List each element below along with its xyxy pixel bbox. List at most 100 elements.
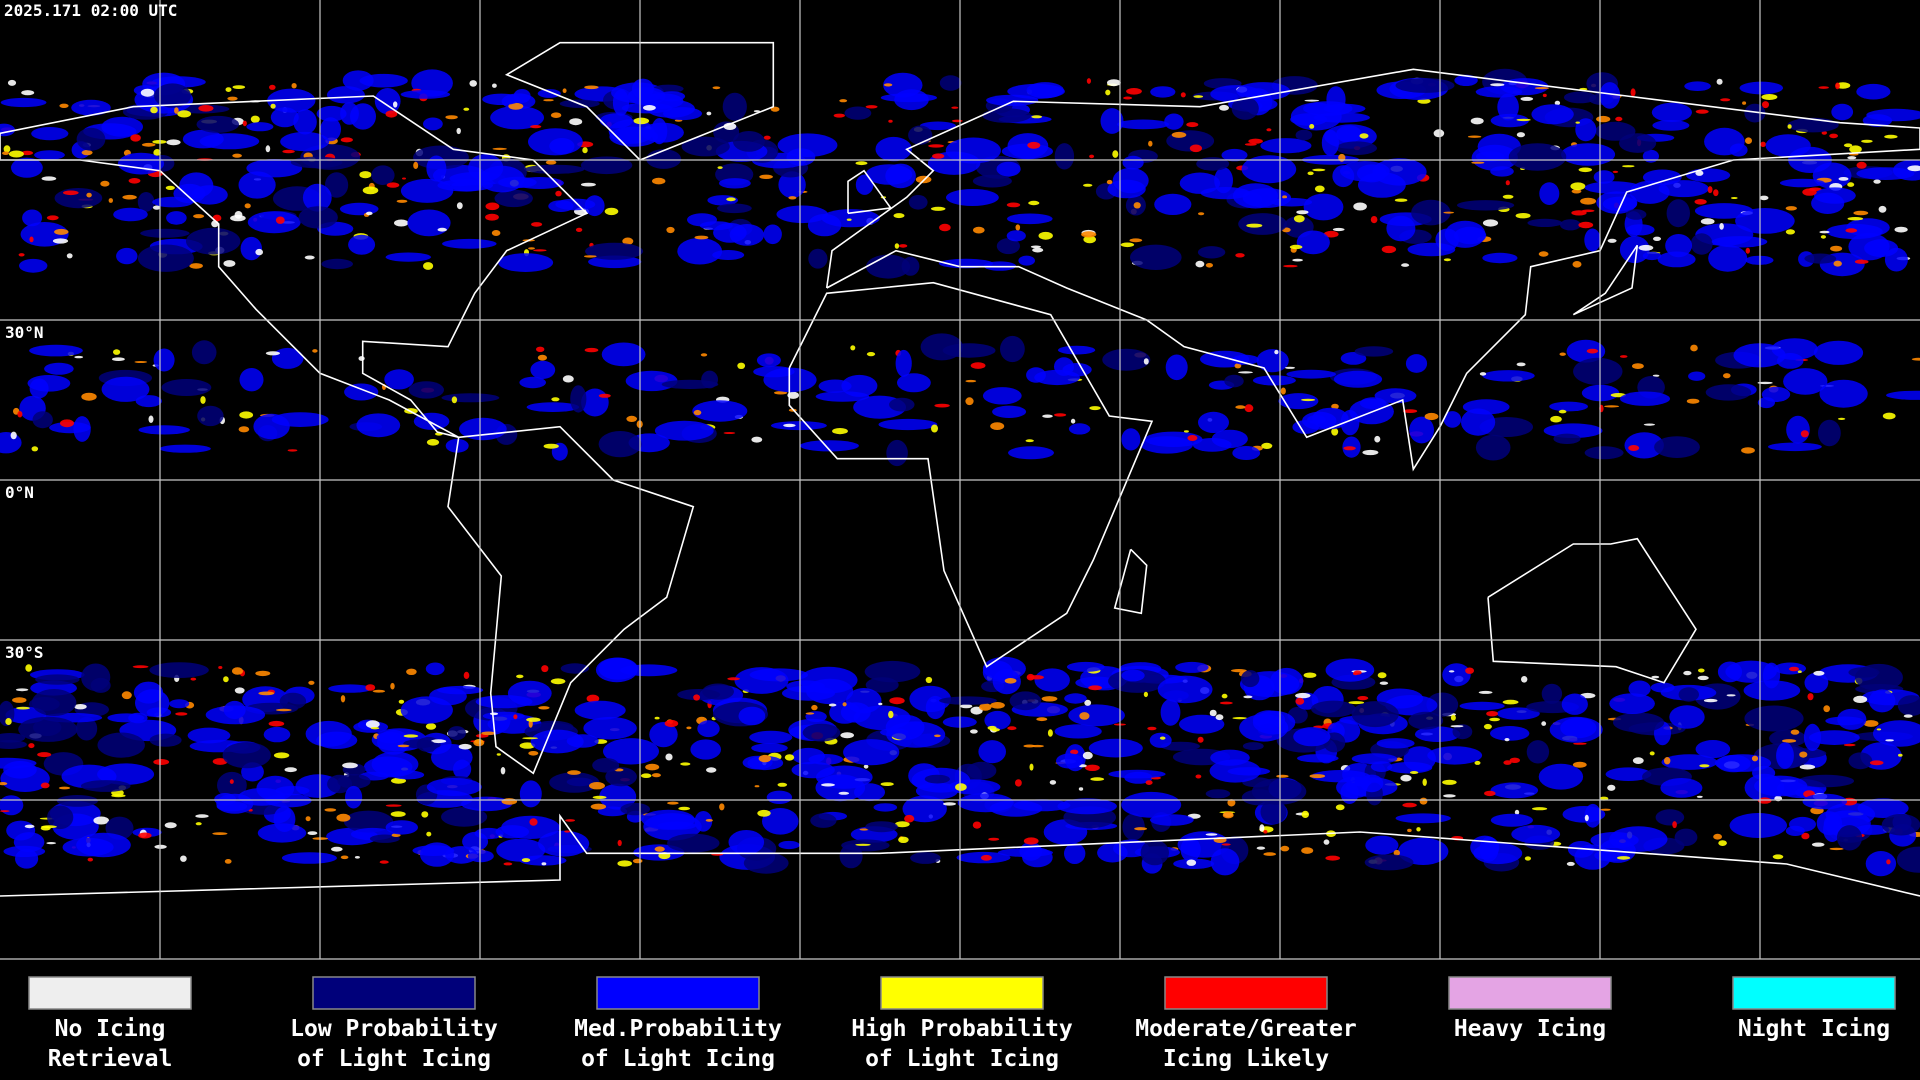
icing-patch (1504, 738, 1510, 742)
icing-patch (1295, 129, 1313, 141)
icing-patch (1713, 189, 1719, 197)
icing-patch (1478, 690, 1493, 694)
icing-patch (1571, 189, 1582, 194)
icing-patch (197, 405, 224, 427)
icing-patch (972, 821, 982, 829)
icing-patch (1907, 165, 1920, 172)
icing-patch (1704, 127, 1745, 156)
icing-patch (589, 782, 605, 790)
icing-patch (1508, 143, 1567, 171)
icing-patch (1427, 746, 1483, 765)
icing-patch (1414, 726, 1461, 742)
icing-patch (1209, 759, 1261, 783)
icing-patch (550, 112, 562, 118)
icing-patch (166, 211, 187, 225)
icing-patch (545, 160, 557, 165)
icing-patch (328, 684, 372, 693)
icing-patch (1179, 714, 1225, 734)
icing-patch (1205, 263, 1213, 268)
icing-patch (555, 190, 562, 197)
icing-patch (1234, 363, 1242, 369)
icing-patch (1219, 701, 1233, 705)
icing-patch (320, 117, 341, 142)
icing-patch (1642, 251, 1662, 261)
icing-patch (1599, 82, 1621, 109)
icing-patch (269, 84, 276, 90)
icing-patch (270, 107, 299, 128)
icing-patch (811, 704, 818, 711)
icing-patch (842, 702, 847, 707)
icing-patch (1266, 128, 1272, 132)
icing-patch (130, 134, 141, 142)
icing-patch (1542, 93, 1547, 98)
icing-patch (1041, 696, 1058, 702)
icing-patch (1785, 229, 1795, 235)
icing-patch (1696, 795, 1703, 798)
icing-patch (1351, 701, 1399, 728)
icing-patch (73, 416, 91, 442)
icing-patch (1227, 799, 1236, 807)
icing-patch (622, 237, 634, 245)
icing-patch (1231, 354, 1259, 365)
icing-patch (41, 176, 57, 181)
icing-patch (717, 203, 752, 214)
icing-patch (1370, 216, 1378, 224)
icing-patch (1159, 736, 1166, 740)
icing-patch (771, 421, 827, 431)
icing-patch (273, 806, 296, 832)
icing-patch (1600, 808, 1611, 811)
icing-patch (54, 228, 69, 235)
icing-patch (1030, 245, 1041, 249)
icing-patch (81, 663, 111, 692)
icing-patch (1490, 83, 1505, 87)
icing-patch (1619, 355, 1628, 358)
icing-patch (1263, 852, 1276, 856)
icing-patch (1819, 379, 1868, 408)
icing-patch (1838, 177, 1849, 181)
icing-patch (255, 670, 271, 677)
icing-patch (19, 258, 48, 273)
icing-patch (645, 763, 660, 771)
icing-patch (173, 183, 206, 204)
icing-patch (451, 396, 458, 404)
icing-patch (342, 70, 374, 91)
icing-patch (340, 102, 359, 125)
icing-patch (385, 804, 402, 807)
icing-patch (1289, 244, 1303, 250)
icing-patch (1348, 701, 1365, 705)
icing-patch (354, 856, 360, 859)
icing-patch (327, 774, 353, 794)
icing-patch (1326, 86, 1346, 113)
icing-patch (1295, 692, 1311, 699)
icing-patch (1628, 680, 1651, 697)
icing-patch (86, 192, 92, 198)
icing-patch (939, 696, 997, 705)
icing-patch (996, 238, 1021, 255)
icing-patch (1653, 236, 1661, 241)
icing-patch (365, 684, 376, 691)
icing-patch (641, 122, 684, 143)
icing-patch (1008, 446, 1054, 460)
icing-patch (385, 820, 418, 835)
icing-patch (1505, 180, 1510, 186)
icing-patch (132, 665, 149, 669)
icing-patch (1802, 793, 1848, 810)
icing-patch (1304, 99, 1320, 102)
icing-patch (1239, 714, 1289, 742)
icing-patch (386, 182, 400, 188)
icing-patch (1630, 88, 1636, 97)
coastline (788, 281, 1154, 668)
icing-patch (1448, 670, 1455, 673)
icing-patch (1442, 779, 1457, 785)
coastline (1572, 244, 1639, 316)
icing-patch (519, 780, 542, 808)
icing-patch (982, 108, 1031, 123)
icing-patch (113, 207, 148, 222)
icing-patch (1256, 349, 1289, 373)
icing-patch (302, 183, 332, 212)
icing-patch (1527, 218, 1563, 227)
icing-patch (87, 857, 94, 862)
icing-patch (1865, 851, 1897, 877)
icing-patch (1785, 206, 1798, 211)
icing-patch (1705, 384, 1752, 401)
